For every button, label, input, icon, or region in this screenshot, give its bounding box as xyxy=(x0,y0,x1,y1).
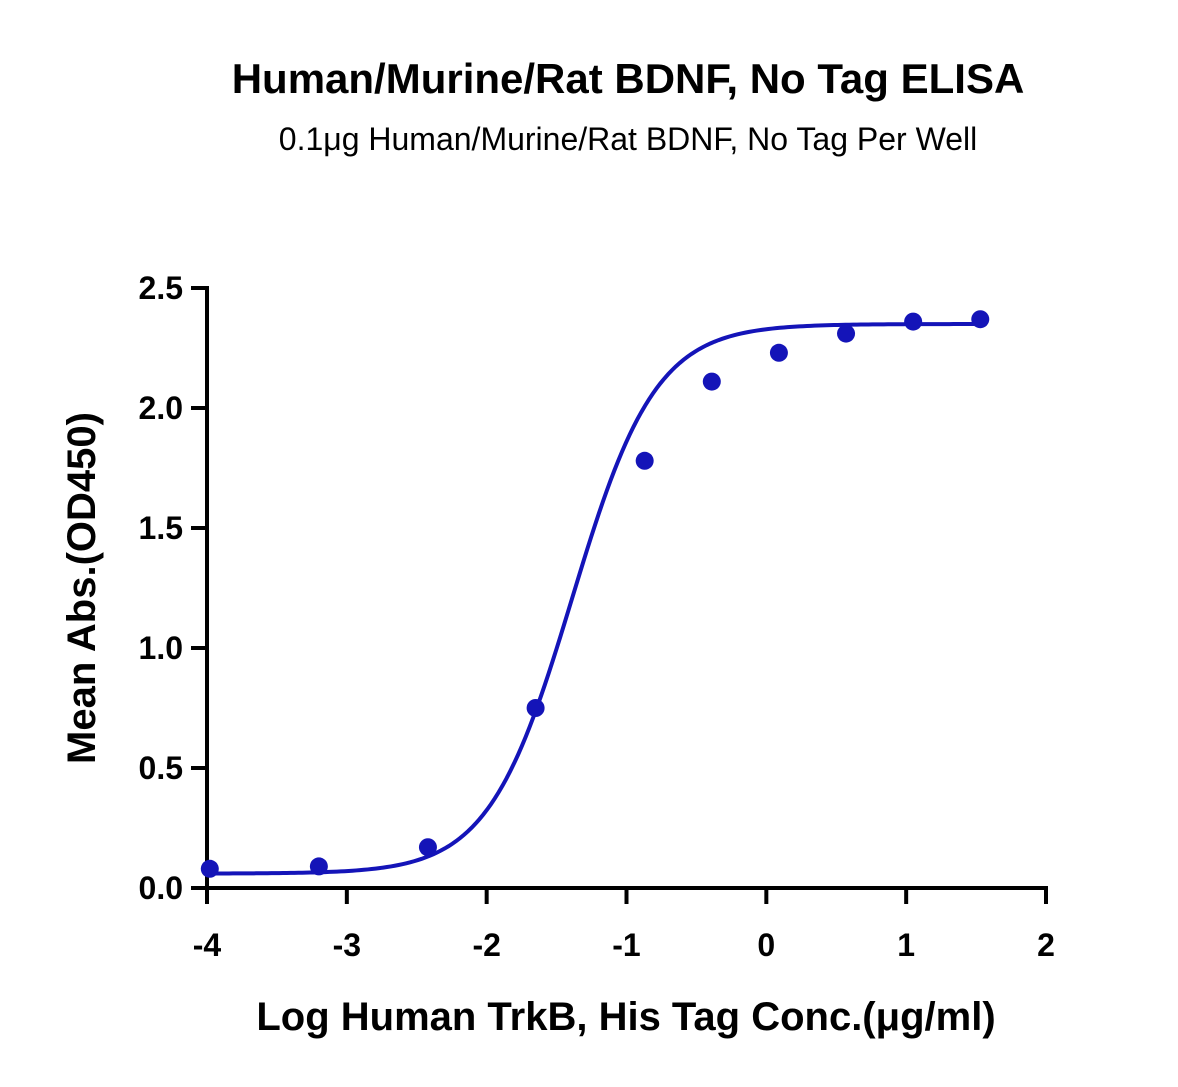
x-tick-label: -2 xyxy=(472,927,500,963)
chart-title: Human/Murine/Rat BDNF, No Tag ELISA xyxy=(232,55,1025,102)
data-point xyxy=(971,310,990,329)
axes xyxy=(205,286,1048,890)
data-point xyxy=(635,451,654,470)
y-tick-label: 2.0 xyxy=(139,390,183,426)
data-point xyxy=(837,324,856,343)
y-axis-ticks: 0.0 0.5 1.0 1.5 2.0 2.5 xyxy=(139,270,207,906)
data-point xyxy=(526,699,545,717)
y-tick-label: 1.5 xyxy=(139,510,183,546)
fit-curve xyxy=(209,322,981,876)
data-point xyxy=(702,372,721,391)
data-point xyxy=(904,312,923,331)
data-points-layer xyxy=(200,310,990,878)
y-tick-label: 1.0 xyxy=(139,630,183,666)
x-tick-label: 2 xyxy=(1037,927,1055,963)
data-point xyxy=(769,343,788,362)
x-tick-label: 1 xyxy=(897,927,915,963)
data-point xyxy=(309,857,328,876)
y-tick-label: 0.5 xyxy=(139,750,183,786)
x-tick-label: -3 xyxy=(333,927,361,963)
x-tick-label: -1 xyxy=(612,927,640,963)
x-axis-title: Log Human TrkB, His Tag Conc.(μg/ml) xyxy=(256,995,995,1039)
fit-curve-layer xyxy=(209,322,981,876)
data-point xyxy=(200,859,219,878)
x-axis-ticks: -4 -3 -2 -1 0 1 2 xyxy=(193,888,1055,963)
x-tick-label: -4 xyxy=(193,927,222,963)
y-tick-label: 0.0 xyxy=(139,870,183,906)
y-tick-label: 2.5 xyxy=(139,270,183,306)
y-axis-title: Mean Abs.(OD450) xyxy=(60,412,104,764)
data-point xyxy=(418,838,437,857)
chart-subtitle: 0.1μg Human/Murine/Rat BDNF, No Tag Per … xyxy=(279,121,977,157)
x-tick-label: 0 xyxy=(757,927,775,963)
